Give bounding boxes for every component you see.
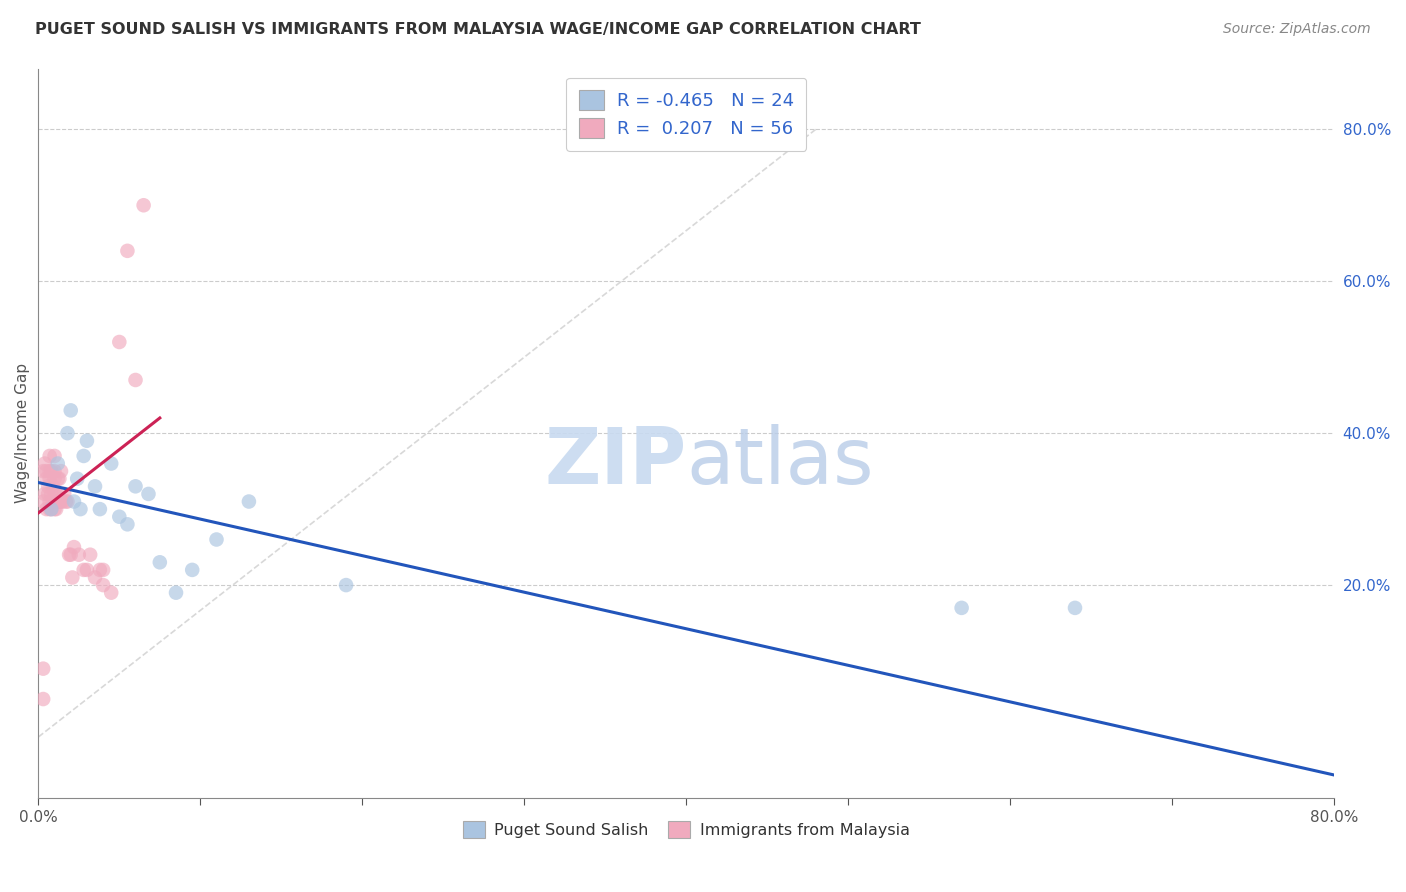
Point xyxy=(335,578,357,592)
Point xyxy=(38,502,60,516)
Point xyxy=(56,426,79,441)
Point xyxy=(950,600,973,615)
Point xyxy=(35,502,58,516)
Point xyxy=(84,570,107,584)
Point xyxy=(44,449,66,463)
Point xyxy=(42,494,65,508)
Point xyxy=(138,487,160,501)
Point xyxy=(44,464,66,478)
Point xyxy=(91,578,114,592)
Point xyxy=(35,472,58,486)
Point xyxy=(46,472,69,486)
Point xyxy=(108,334,131,349)
Point xyxy=(52,494,75,508)
Point xyxy=(37,487,59,501)
Point xyxy=(44,494,66,508)
Point xyxy=(165,585,187,599)
Point xyxy=(149,555,172,569)
Point xyxy=(53,487,76,501)
Point xyxy=(89,563,111,577)
Point xyxy=(63,494,86,508)
Point xyxy=(32,692,55,706)
Point xyxy=(45,487,67,501)
Point xyxy=(48,472,70,486)
Text: PUGET SOUND SALISH VS IMMIGRANTS FROM MALAYSIA WAGE/INCOME GAP CORRELATION CHART: PUGET SOUND SALISH VS IMMIGRANTS FROM MA… xyxy=(35,22,921,37)
Point xyxy=(73,449,96,463)
Point xyxy=(76,434,98,448)
Point xyxy=(42,479,65,493)
Point xyxy=(63,540,86,554)
Point xyxy=(46,457,69,471)
Point xyxy=(181,563,204,577)
Point xyxy=(205,533,228,547)
Point xyxy=(66,472,89,486)
Point xyxy=(59,403,82,417)
Point xyxy=(117,244,139,258)
Point xyxy=(34,487,56,501)
Point xyxy=(89,502,111,516)
Point xyxy=(1064,600,1087,615)
Text: Source: ZipAtlas.com: Source: ZipAtlas.com xyxy=(1223,22,1371,37)
Point xyxy=(117,517,139,532)
Point xyxy=(38,464,60,478)
Point xyxy=(73,563,96,577)
Point xyxy=(39,487,62,501)
Y-axis label: Wage/Income Gap: Wage/Income Gap xyxy=(15,363,30,503)
Point xyxy=(76,563,98,577)
Point xyxy=(132,198,155,212)
Point xyxy=(55,494,77,508)
Point xyxy=(44,487,66,501)
Point xyxy=(38,494,60,508)
Point xyxy=(124,373,146,387)
Point xyxy=(69,502,91,516)
Point xyxy=(32,464,55,478)
Point xyxy=(32,494,55,508)
Point xyxy=(84,479,107,493)
Legend: Puget Sound Salish, Immigrants from Malaysia: Puget Sound Salish, Immigrants from Mala… xyxy=(456,814,917,845)
Point xyxy=(100,457,122,471)
Point xyxy=(124,479,146,493)
Point xyxy=(37,479,59,493)
Text: atlas: atlas xyxy=(686,425,873,500)
Point xyxy=(49,494,72,508)
Point xyxy=(108,509,131,524)
Point xyxy=(56,494,79,508)
Point xyxy=(45,502,67,516)
Point xyxy=(58,548,80,562)
Point xyxy=(39,464,62,478)
Point xyxy=(32,662,55,676)
Text: ZIP: ZIP xyxy=(544,425,686,500)
Point xyxy=(39,502,62,516)
Point xyxy=(79,548,101,562)
Point xyxy=(34,457,56,471)
Point xyxy=(49,464,72,478)
Point xyxy=(38,472,60,486)
Point xyxy=(44,472,66,486)
Point xyxy=(67,548,90,562)
Point xyxy=(46,494,69,508)
Point xyxy=(39,502,62,516)
Point xyxy=(100,585,122,599)
Point xyxy=(44,502,66,516)
Point xyxy=(48,494,70,508)
Point xyxy=(91,563,114,577)
Point xyxy=(59,548,82,562)
Point xyxy=(60,570,83,584)
Point xyxy=(35,464,58,478)
Point xyxy=(238,494,260,508)
Point xyxy=(38,449,60,463)
